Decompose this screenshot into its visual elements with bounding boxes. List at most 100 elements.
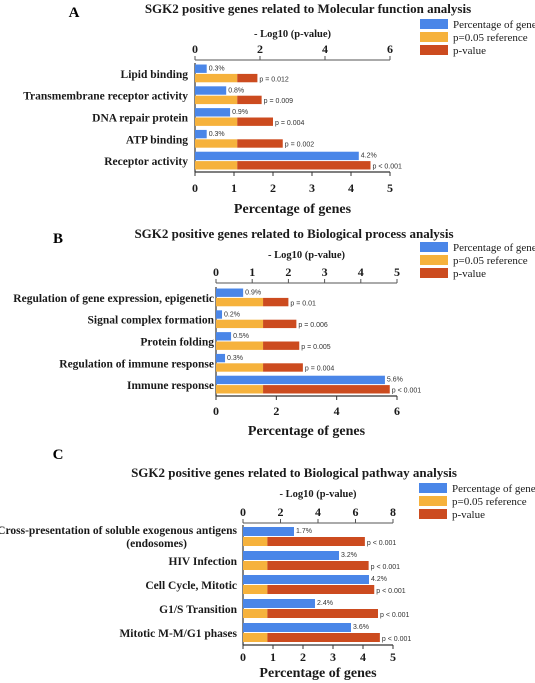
pvalue-bar xyxy=(237,95,262,105)
category-label: Regulation of gene expression, epigeneti… xyxy=(13,293,214,305)
x-tick-label: 0 xyxy=(213,404,219,418)
percentage-data-label: 4.2% xyxy=(361,153,377,160)
category-label: G1/S Transition xyxy=(159,604,237,616)
panel-label: B xyxy=(53,231,63,247)
x-tick-label: 3 xyxy=(309,181,315,195)
chart-panel-c: C SGK2 positive genes related to Biologic… xyxy=(0,447,535,681)
panel-label: A xyxy=(69,5,80,21)
pvalue-data-label: p < 0.001 xyxy=(367,540,396,547)
reference-bar xyxy=(216,385,264,394)
percentage-bar xyxy=(243,551,339,560)
x-tick-label: 2 xyxy=(270,181,276,195)
category-label: Protein folding xyxy=(140,337,214,349)
x-axis-title: Percentage of genes xyxy=(248,424,366,439)
reference-bar xyxy=(243,537,268,546)
pvalue-bar xyxy=(263,319,297,329)
top-tick-label: 6 xyxy=(353,505,359,519)
top-tick-label: 2 xyxy=(257,42,263,56)
percentage-data-label: 0.9% xyxy=(245,290,261,297)
pvalue-bar xyxy=(267,537,365,546)
pvalue-data-label: p = 0.004 xyxy=(275,120,304,127)
reference-bar xyxy=(195,139,238,148)
x-tick-label: 4 xyxy=(360,650,366,664)
legend-swatch xyxy=(420,32,448,42)
percentage-bar xyxy=(195,129,207,139)
reference-bar xyxy=(195,161,238,170)
reference-bar xyxy=(195,95,238,105)
reference-bar xyxy=(216,297,264,307)
pvalue-bar xyxy=(237,161,371,170)
pvalue-bar xyxy=(263,341,300,350)
top-tick-label: 5 xyxy=(394,265,400,279)
legend-swatch xyxy=(419,509,447,519)
pvalue-data-label: p = 0.002 xyxy=(285,142,314,149)
percentage-bar xyxy=(216,375,385,385)
legend-label: Percentage of gene xyxy=(453,242,535,254)
chart-panel-a: A SGK2 positive genes related to Molecula… xyxy=(23,1,535,217)
category-label: DNA repair protein xyxy=(92,113,188,125)
reference-bar xyxy=(243,585,268,594)
percentage-data-label: 5.6% xyxy=(387,377,403,384)
x-tick-label: 0 xyxy=(240,650,246,664)
chart-panel-b: B SGK2 positive genes related to Biologic… xyxy=(13,226,535,439)
pvalue-data-label: p < 0.001 xyxy=(382,636,411,643)
x-tick-label: 2 xyxy=(300,650,306,664)
category-label: Transmembrane receptor activity xyxy=(23,91,188,103)
category-label: Immune response xyxy=(127,380,214,392)
top-tick-label: 3 xyxy=(322,265,328,279)
top-tick-label: 2 xyxy=(278,505,284,519)
pvalue-data-label: p < 0.001 xyxy=(376,588,405,595)
percentage-data-label: 0.3% xyxy=(209,131,225,138)
legend-swatch xyxy=(420,255,448,265)
category-label: Regulation of immune response xyxy=(59,358,214,370)
pvalue-bar xyxy=(267,633,380,642)
x-tick-label: 0 xyxy=(192,181,198,195)
percentage-data-label: 4.2% xyxy=(371,576,387,583)
percentage-bar xyxy=(243,599,315,608)
top-tick-label: 8 xyxy=(390,505,396,519)
legend-label: Percentage of gene xyxy=(453,19,535,31)
pvalue-data-label: p < 0.001 xyxy=(380,612,409,619)
x-tick-label: 6 xyxy=(394,404,400,418)
percentage-bar xyxy=(195,64,207,73)
top-tick-label: 4 xyxy=(322,42,328,56)
legend-label: p=0.05 reference xyxy=(452,496,527,508)
pvalue-data-label: p < 0.001 xyxy=(392,387,421,394)
reference-bar xyxy=(216,363,264,372)
category-label: Lipid binding xyxy=(121,69,189,81)
legend-label: p-value xyxy=(452,509,485,521)
chart-title: SGK2 positive genes related to Molecular… xyxy=(145,1,471,16)
x-tick-label: 4 xyxy=(334,404,340,418)
legend-swatch xyxy=(419,496,447,506)
percentage-data-label: 0.5% xyxy=(233,333,249,340)
category-label: Receptor activity xyxy=(104,156,188,168)
pvalue-data-label: p = 0.004 xyxy=(305,366,334,373)
percentage-bar xyxy=(243,623,351,632)
x-tick-label: 5 xyxy=(390,650,396,664)
percentage-data-label: 0.3% xyxy=(209,66,225,73)
legend-swatch xyxy=(419,483,447,493)
top-tick-label: 1 xyxy=(249,265,255,279)
pvalue-data-label: p = 0.009 xyxy=(264,98,293,105)
x-tick-label: 1 xyxy=(270,650,276,664)
legend-label: p-value xyxy=(453,268,486,280)
pvalue-data-label: p = 0.012 xyxy=(259,76,288,83)
pvalue-data-label: p < 0.001 xyxy=(373,163,402,170)
legend-swatch xyxy=(420,19,448,29)
pvalue-data-label: p = 0.005 xyxy=(301,344,330,351)
top-tick-label: 6 xyxy=(387,42,393,56)
pvalue-bar xyxy=(267,585,375,594)
chart-title: SGK2 positive genes related to Biologica… xyxy=(134,226,453,241)
percentage-bar xyxy=(195,151,359,161)
percentage-bar xyxy=(216,288,244,297)
x-tick-label: 1 xyxy=(231,181,237,195)
percentage-bar xyxy=(216,353,226,363)
chart-title: SGK2 positive genes related to Biologica… xyxy=(131,465,457,480)
reference-bar xyxy=(195,117,238,126)
category-label: ATP binding xyxy=(126,134,188,146)
top-tick-label: 0 xyxy=(192,42,198,56)
percentage-data-label: 0.2% xyxy=(224,311,240,318)
percentage-bar xyxy=(216,310,223,319)
x-tick-label: 3 xyxy=(330,650,336,664)
